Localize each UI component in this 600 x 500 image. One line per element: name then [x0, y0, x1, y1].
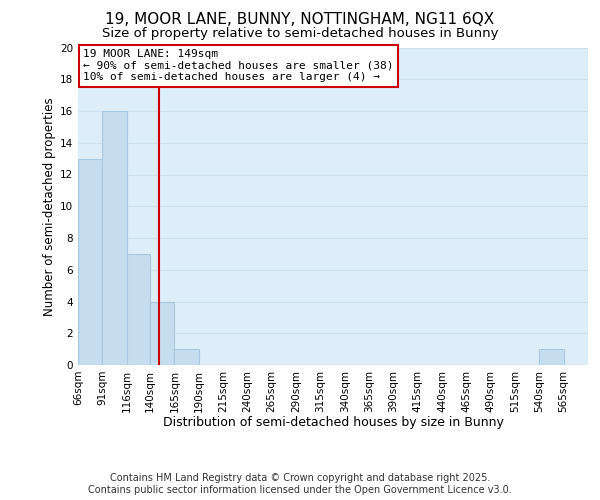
Bar: [78, 158, 103, 365]
Bar: [150, 302, 175, 365]
Text: Size of property relative to semi-detached houses in Bunny: Size of property relative to semi-detach…: [102, 28, 498, 40]
X-axis label: Distribution of semi-detached houses by size in Bunny: Distribution of semi-detached houses by …: [163, 416, 503, 429]
Text: Contains HM Land Registry data © Crown copyright and database right 2025.
Contai: Contains HM Land Registry data © Crown c…: [88, 474, 512, 495]
Bar: [175, 349, 199, 365]
Bar: [127, 254, 150, 365]
Text: 19, MOOR LANE, BUNNY, NOTTINGHAM, NG11 6QX: 19, MOOR LANE, BUNNY, NOTTINGHAM, NG11 6…: [106, 12, 494, 28]
Text: 19 MOOR LANE: 149sqm
← 90% of semi-detached houses are smaller (38)
10% of semi-: 19 MOOR LANE: 149sqm ← 90% of semi-detac…: [83, 49, 394, 82]
Bar: [539, 349, 563, 365]
Bar: [103, 111, 127, 365]
Y-axis label: Number of semi-detached properties: Number of semi-detached properties: [43, 97, 56, 316]
